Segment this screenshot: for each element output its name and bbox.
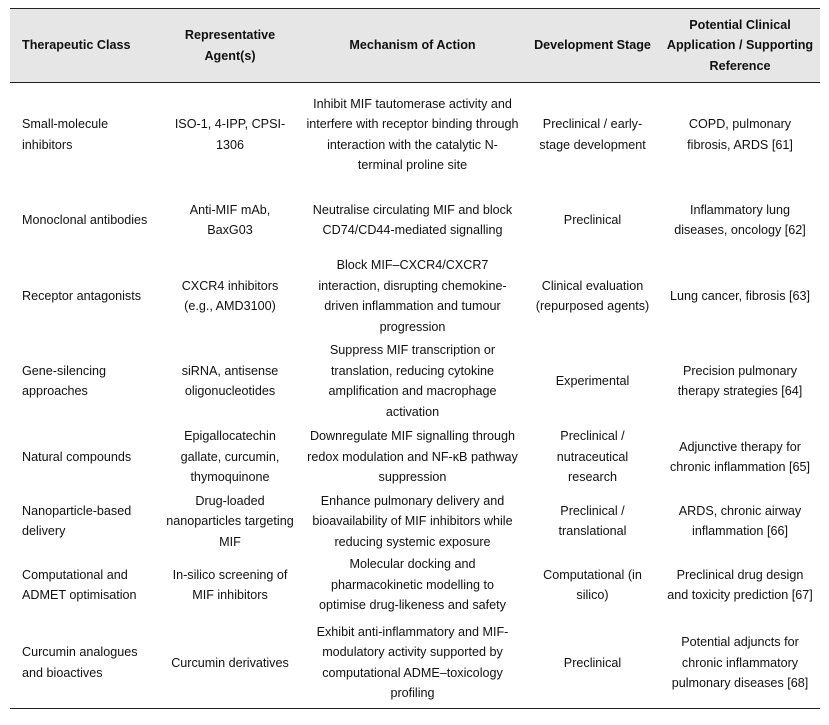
table-cell: Anti-MIF mAb, BaxG03 — [189, 202, 271, 238]
table-cell: Drug-loaded nanoparticles targeting MIF — [166, 493, 294, 549]
table-row: Nanoparticle-based delivery Drug-loaded n… — [10, 491, 820, 553]
table-cell: Nanoparticle-based delivery — [22, 503, 132, 539]
table-cell: Gene-silencing approaches — [22, 363, 107, 399]
table-cell: Receptor antagonists — [22, 288, 142, 303]
table-row: Receptor antagonists CXCR4 inhibitors (e.… — [10, 254, 820, 339]
table-cell: ARDS, chronic airway inflammation [66] — [678, 503, 802, 539]
table-cell: Inflammatory lung diseases, oncology [62… — [674, 202, 806, 238]
table-cell: Computational and ADMET optimisation — [22, 567, 137, 603]
table-cell: Computational (in silico) — [543, 567, 642, 603]
table-cell: Preclinical drug design and toxicity pre… — [667, 567, 813, 603]
header-row: Therapeutic Class Representative Agent(s)… — [10, 8, 820, 83]
table-cell: Clinical evaluation (repurposed agents) — [535, 278, 650, 314]
table-cell: Preclinical / early-stage development — [539, 117, 646, 152]
table-cell: Curcumin derivatives — [160, 618, 300, 709]
table-cell: COPD, pulmonary fibrosis, ARDS [61] — [687, 117, 793, 152]
table-row: Small-molecule inhibitors ISO-1, 4-IPP, C… — [10, 83, 820, 187]
table-cell: Epigallocatechin gallate, curcumin, thym… — [180, 429, 280, 485]
therapy-table: Therapeutic Class Representative Agent(s)… — [10, 8, 820, 709]
table-row: Natural compounds Epigallocatechin gallat… — [10, 424, 820, 491]
table-cell: Neutralise circulating MIF and block CD7… — [312, 202, 513, 238]
table-cell: CXCR4 inhibitors (e.g., AMD3100) — [181, 278, 279, 314]
column-header: Development Stage — [525, 8, 660, 83]
column-header: Therapeutic Class — [10, 8, 160, 83]
column-header: Mechanism of Action — [300, 8, 525, 83]
column-header: Representative Agent(s) — [160, 8, 300, 83]
table-cell: Downregulate MIF signalling through redo… — [307, 429, 518, 485]
table-cell: Natural compounds — [22, 449, 132, 464]
table-header: Therapeutic Class Representative Agent(s)… — [10, 8, 820, 83]
table-cell: Suppress MIF transcription or translatio… — [328, 343, 497, 419]
table-body: Small-molecule inhibitors ISO-1, 4-IPP, C… — [10, 83, 820, 709]
table-cell: Block MIF–CXCR4/CXCR7 interaction, disru… — [318, 258, 507, 334]
table-row: Computational and ADMET optimisation In-s… — [10, 552, 820, 618]
table-row: Curcumin analogues and bioactives Curcumi… — [10, 618, 820, 709]
table-cell: Preclinical / nutraceutical research — [556, 429, 629, 485]
table-row: Gene-silencing approaches siRNA, antisens… — [10, 339, 820, 424]
table-cell: Experimental — [555, 373, 630, 388]
table-cell: Molecular docking and pharmacokinetic mo… — [319, 557, 506, 613]
column-header: Potential Clinical Application / Support… — [660, 8, 820, 83]
table-cell: Enhance pulmonary delivery and bioavaila… — [312, 493, 513, 549]
table-row: Monoclonal antibodies Anti-MIF mAb, BaxG0… — [10, 187, 820, 254]
table-cell: Potential adjuncts for chronic inflammat… — [660, 618, 820, 709]
table-cell: Adjunctive therapy for chronic inflammat… — [670, 439, 810, 475]
table-cell: Preclinical / translational — [558, 503, 627, 539]
table-cell: Monoclonal antibodies — [22, 212, 148, 227]
table-cell: Exhibit anti-inflammatory and MIF-modula… — [300, 618, 525, 709]
table-cell: siRNA, antisense oligonucleotides — [181, 363, 279, 399]
table-cell: Small-molecule inhibitors — [22, 117, 109, 152]
table-cell: In-silico screening of MIF inhibitors — [172, 567, 288, 603]
table-cell: Preclinical — [563, 212, 622, 227]
table-cell: Precision pulmonary therapy strategies [… — [677, 363, 803, 399]
table-cell: ISO-1, 4-IPP, CPSI-1306 — [174, 117, 286, 152]
table-cell: Inhibit MIF tautomerase activity and int… — [306, 96, 519, 173]
table-cell: Lung cancer, fibrosis [63] — [669, 288, 810, 303]
table-cell: Curcumin analogues and bioactives — [10, 618, 160, 709]
table-cell: Preclinical — [525, 618, 660, 709]
